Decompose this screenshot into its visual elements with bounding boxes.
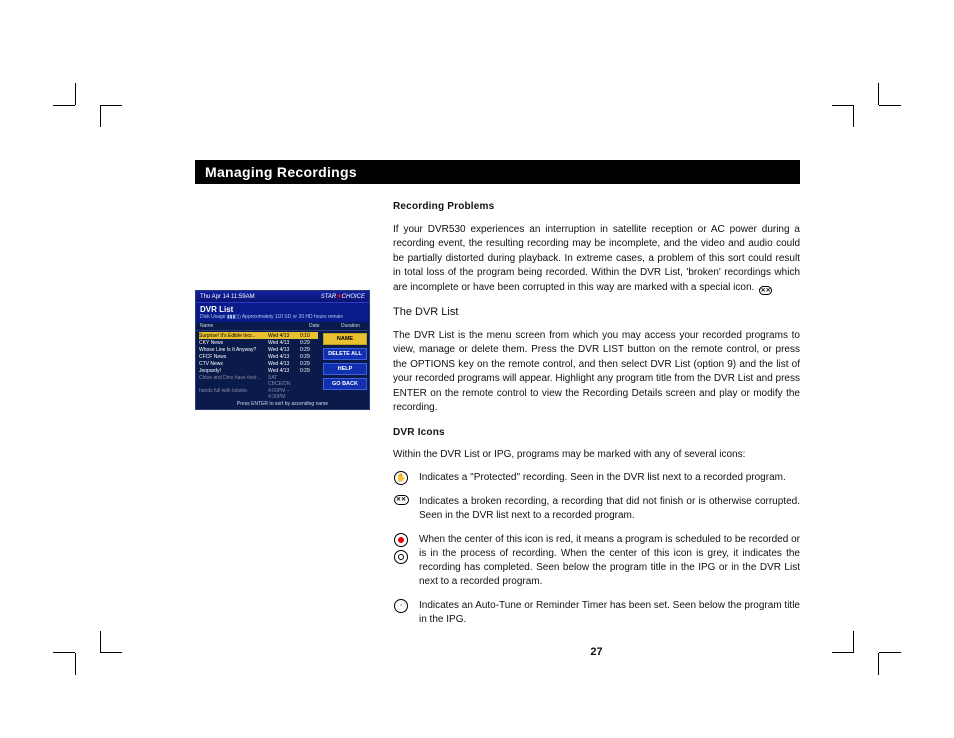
dvr-list-heading: The DVR List	[393, 305, 800, 321]
left-column: Thu Apr 14 11:59AM STAR★CHOICE DVR List …	[195, 200, 375, 661]
dvr-row: CTV NewsWed 4/130:29	[199, 360, 318, 367]
protected-desc: Indicates a "Protected" recording. Seen …	[419, 471, 800, 485]
dvr-title: DVR List	[200, 305, 365, 314]
dvr-row: Whose Line Is It Anyway?Wed 4/130:29	[199, 346, 318, 353]
dvr-row: Surprise! It's Edible Incr...Wed 4/130:1…	[199, 332, 318, 339]
record-red-icon	[394, 533, 408, 547]
dvr-button: DELETE ALL	[323, 348, 367, 360]
dvr-button: NAME	[323, 333, 367, 345]
dvr-row: Jeopardy!Wed 4/130:29	[199, 367, 318, 374]
dvr-columns: Name Date Duration	[196, 322, 369, 331]
dvr-row: hands full with lobster.4:00PM – 4:30PM	[199, 387, 318, 400]
dvr-rows: Surprise! It's Edible Incr...Wed 4/130:1…	[196, 331, 321, 395]
dvr-logo: STAR★CHOICE	[321, 293, 365, 300]
icon-row-record: When the center of this icon is red, it …	[393, 533, 800, 589]
page-title-bar: Managing Recordings	[195, 160, 800, 184]
broken-icon-inline: ✕✕	[759, 286, 772, 295]
broken-desc: Indicates a broken recording, a recordin…	[419, 495, 800, 523]
dvr-button: HELP	[323, 363, 367, 375]
dvr-datetime: Thu Apr 14 11:59AM	[200, 294, 255, 300]
dvr-row: CKY NewsWed 4/130:29	[199, 339, 318, 346]
dvr-row: Chloe and Dino have their...SAT CBCE/DN	[199, 374, 318, 387]
dvr-footer: Press ENTER to sort by ascending name	[196, 400, 369, 409]
icon-row-broken: ✕✕ Indicates a broken recording, a recor…	[393, 495, 800, 523]
record-grey-icon	[394, 550, 408, 564]
dvr-list-body: The DVR List is the menu screen from whi…	[393, 329, 800, 416]
right-column: Recording Problems If your DVR530 experi…	[375, 200, 800, 661]
dvr-icons-heading: DVR Icons	[393, 426, 800, 441]
dvr-button: GO BACK	[323, 378, 367, 390]
recording-problems-heading: Recording Problems	[393, 200, 800, 215]
broken-icon: ✕✕	[394, 495, 409, 505]
dvr-buttons: NAME DELETE ALL HELP GO BACK	[321, 331, 369, 395]
page-title: Managing Recordings	[205, 164, 357, 180]
timer-icon	[394, 599, 408, 613]
page-content: Managing Recordings Thu Apr 14 11:59AM S…	[195, 160, 800, 661]
dvr-row: CFCF NewsWed 4/130:29	[199, 353, 318, 360]
page-number: 27	[393, 645, 800, 661]
timer-desc: Indicates an Auto-Tune or Reminder Timer…	[419, 599, 800, 627]
dvr-icons-intro: Within the DVR List or IPG, programs may…	[393, 448, 800, 463]
icon-row-protected: Indicates a "Protected" recording. Seen …	[393, 471, 800, 485]
protected-icon	[394, 471, 408, 485]
record-desc: When the center of this icon is red, it …	[419, 533, 800, 589]
icon-row-timer: Indicates an Auto-Tune or Reminder Timer…	[393, 599, 800, 627]
recording-problems-body: If your DVR530 experiences an interrupti…	[393, 223, 800, 296]
dvr-list-screenshot: Thu Apr 14 11:59AM STAR★CHOICE DVR List …	[195, 290, 370, 410]
